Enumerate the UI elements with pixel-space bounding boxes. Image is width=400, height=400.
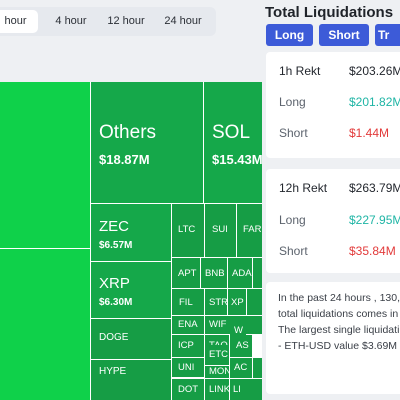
cell-name: XRP	[99, 275, 130, 292]
cell-name: BNB	[205, 268, 225, 279]
short-button[interactable]: Short	[319, 24, 369, 46]
total-button[interactable]: Tr	[375, 24, 400, 46]
treemap-cell-large-2[interactable]	[0, 249, 90, 400]
treemap-cell-dot[interactable]: DOT	[172, 379, 204, 400]
cell-name: W	[234, 325, 243, 336]
cell-value: $6.57M	[99, 240, 133, 251]
summary-line: - ETH-USD value $3.69M	[278, 340, 398, 352]
summary-line: total liquidations comes in	[278, 308, 399, 320]
summary-line: In the past 24 hours , 130,7	[278, 292, 400, 304]
treemap-cell-others[interactable]: Others $18.87M	[91, 82, 203, 203]
cell-name: LINK	[209, 384, 229, 395]
liquidation-treemap: Others $18.87M SOL $15.43M ZEC $6.57M XR…	[0, 82, 262, 400]
treemap-cell-link[interactable]: LINK	[205, 379, 229, 400]
treemap-cell-ada[interactable]: ADA	[228, 258, 252, 288]
short-label: Short	[279, 244, 308, 258]
treemap-cell-bnb[interactable]: BNB	[201, 258, 227, 288]
card-total: $203.26M	[349, 64, 400, 78]
cell-name: ADA	[232, 268, 252, 279]
treemap-cell-doge[interactable]: DOGE	[91, 319, 171, 359]
card-title: 1h Rekt	[279, 64, 321, 78]
treemap-cell-fil[interactable]: FIL	[172, 289, 204, 315]
cell-name: SUI	[212, 224, 228, 235]
panel-title: Total Liquidations	[265, 4, 394, 21]
treemap-cell-large[interactable]	[0, 82, 90, 248]
treemap-cell-ac[interactable]: AC	[230, 358, 252, 378]
short-value: $1.44M	[349, 126, 390, 140]
treemap-cell-ltc[interactable]: LTC	[172, 204, 204, 257]
cell-value: $6.30M	[99, 297, 133, 308]
tab-12-hour[interactable]: 12 hour	[107, 15, 145, 27]
cell-name: Others	[99, 122, 157, 143]
long-value: $201.82M	[349, 95, 400, 109]
cell-value: $15.43M	[212, 152, 262, 167]
treemap-cell-wif[interactable]: WIF	[205, 316, 231, 334]
cell-name: FIL	[179, 297, 193, 308]
treemap-cell-hype[interactable]: HYPE	[91, 360, 171, 400]
cell-name: UNI	[178, 362, 195, 373]
card-total: $263.79M	[349, 181, 400, 195]
liquidation-summary: In the past 24 hours , 130,7 total liqui…	[266, 282, 400, 394]
cell-name: ZEC	[99, 218, 129, 235]
cell-name: AS	[236, 340, 249, 351]
cell-name: SOL	[212, 122, 251, 143]
treemap-cell-xrp[interactable]: XRP $6.30M	[91, 262, 171, 318]
treemap-cell-icp[interactable]: ICP	[172, 335, 204, 357]
long-label: Long	[279, 213, 306, 227]
treemap-cell-xp[interactable]: XP	[228, 289, 246, 315]
treemap-cell-far[interactable]: FAR	[237, 204, 262, 257]
card-12h-rekt: 12h Rekt $263.79M Long $227.95M Short $3…	[266, 169, 400, 273]
treemap-cell-apt[interactable]: APT	[172, 258, 200, 288]
treemap-cell-zec[interactable]: ZEC $6.57M	[91, 204, 171, 261]
treemap-cell-tiny-4[interactable]	[253, 358, 262, 378]
treemap-cell-tiny[interactable]	[253, 258, 262, 288]
cell-name: DOGE	[99, 332, 129, 343]
cell-name: ETC	[209, 349, 228, 360]
short-value: $35.84M	[349, 244, 396, 258]
card-1h-rekt: 1h Rekt $203.26M Long $201.82M Short $1.…	[266, 52, 400, 158]
treemap-cell-ena[interactable]: ENA	[172, 316, 204, 334]
long-value: $227.95M	[349, 213, 400, 227]
cell-name: ENA	[178, 319, 198, 330]
cell-name: LTC	[178, 224, 196, 235]
treemap-cell-uni[interactable]: UNI	[172, 358, 204, 377]
cell-name: XP	[231, 297, 244, 308]
treemap-cell-mon[interactable]: MON	[205, 366, 229, 378]
cell-name: AC	[234, 362, 248, 373]
tab-24-hour[interactable]: 24 hour	[164, 15, 202, 27]
cell-name: FAR	[243, 224, 262, 235]
treemap-cell-sol[interactable]: SOL $15.43M	[204, 82, 262, 203]
treemap-cell-etc[interactable]: ETC	[205, 345, 229, 365]
summary-line: The largest single liquidati	[278, 324, 400, 336]
cell-name: ICP	[178, 340, 194, 351]
tab-1-hour[interactable]: hour	[0, 10, 38, 33]
long-button[interactable]: Long	[266, 24, 313, 46]
cell-value: $18.87M	[99, 152, 150, 167]
cell-name: APT	[178, 268, 197, 279]
treemap-cell-li[interactable]: LI	[230, 379, 262, 400]
time-range-tabs: hour 4 hour 12 hour 24 hour	[0, 7, 216, 36]
treemap-cell-as[interactable]: AS	[236, 335, 252, 357]
cell-name: HYPE	[99, 366, 127, 377]
cell-name: DOT	[178, 384, 199, 395]
cell-name: WIF	[209, 319, 227, 330]
long-label: Long	[279, 95, 306, 109]
tab-4-hour[interactable]: 4 hour	[55, 15, 87, 27]
cell-name: STR	[209, 297, 227, 308]
short-label: Short	[279, 126, 308, 140]
treemap-cell-str[interactable]: STR	[205, 289, 227, 315]
treemap-cell-tiny-2[interactable]	[247, 289, 262, 315]
card-title: 12h Rekt	[279, 181, 328, 195]
cell-name: MON	[209, 366, 229, 377]
cell-name: LI	[233, 384, 241, 395]
treemap-cell-sui[interactable]: SUI	[205, 204, 236, 257]
